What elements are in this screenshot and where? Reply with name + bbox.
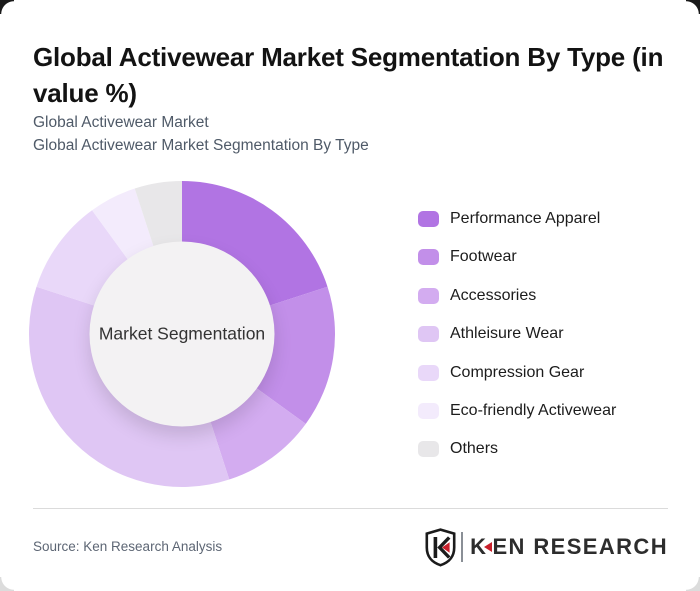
ken-research-logo: K EN RESEARCH (425, 527, 668, 567)
red-wedge-icon (484, 542, 493, 552)
legend-item: Others (418, 440, 616, 458)
legend-label: Compression Gear (450, 363, 585, 381)
donut-center: Market Segmentation (89, 241, 275, 427)
legend-item: Accessories (418, 286, 616, 304)
legend-item: Athleisure Wear (418, 325, 616, 343)
donut-segment (210, 388, 306, 480)
logo-separator (461, 532, 464, 562)
footer-divider (33, 508, 668, 509)
legend-label: Eco-friendly Activewear (450, 401, 617, 419)
legend-item: Compression Gear (418, 363, 616, 381)
legend-item: Footwear (418, 248, 616, 266)
card-corner (686, 0, 700, 14)
legend-item: Performance Apparel (418, 210, 616, 227)
donut-chart: Market Segmentation (29, 181, 335, 487)
legend-swatch (418, 287, 439, 304)
card-corner (686, 577, 700, 591)
legend-swatch (418, 211, 439, 227)
donut-center-label: Market Segmentation (98, 323, 266, 344)
donut-segment (256, 286, 335, 424)
title-line-2: value %) (33, 78, 137, 109)
chart-subtitle: Global Activewear Market Global Activewe… (33, 111, 369, 157)
legend-item: Eco-friendly Activewear (418, 401, 617, 419)
legend-swatch (418, 326, 439, 343)
title-line-1: Global Activewear Market Segmentation By… (33, 42, 664, 73)
legend-label: Footwear (450, 248, 517, 266)
logo-text-rest: EN RESEARCH (492, 534, 668, 559)
donut-segment (92, 188, 154, 260)
subtitle-line-1: Global Activewear Market (33, 114, 209, 131)
legend-swatch (418, 364, 439, 381)
donut-segment (182, 181, 328, 306)
card-corner (0, 577, 14, 591)
page-title: Global Activewear Market Segmentation By… (33, 39, 681, 111)
donut-segment (134, 181, 182, 247)
legend: Performance Apparel Footwear Accessories At… (418, 210, 617, 480)
logo-wordmark: K EN RESEARCH (470, 534, 668, 560)
logo-letter-k: K (470, 534, 488, 559)
legend-swatch (418, 249, 439, 266)
legend-swatch (418, 441, 439, 458)
subtitle-line-2: Global Activewear Market Segmentation By… (33, 137, 369, 154)
card-corner (0, 0, 14, 14)
donut-segment (29, 286, 230, 487)
source-text: Source: Ken Research Analysis (33, 539, 223, 554)
legend-label: Others (450, 440, 499, 458)
legend-label: Athleisure Wear (450, 325, 564, 343)
ken-shield-icon (425, 527, 456, 567)
legend-label: Accessories (450, 286, 537, 304)
legend-label: Performance Apparel (450, 210, 601, 227)
legend-swatch (418, 402, 439, 419)
